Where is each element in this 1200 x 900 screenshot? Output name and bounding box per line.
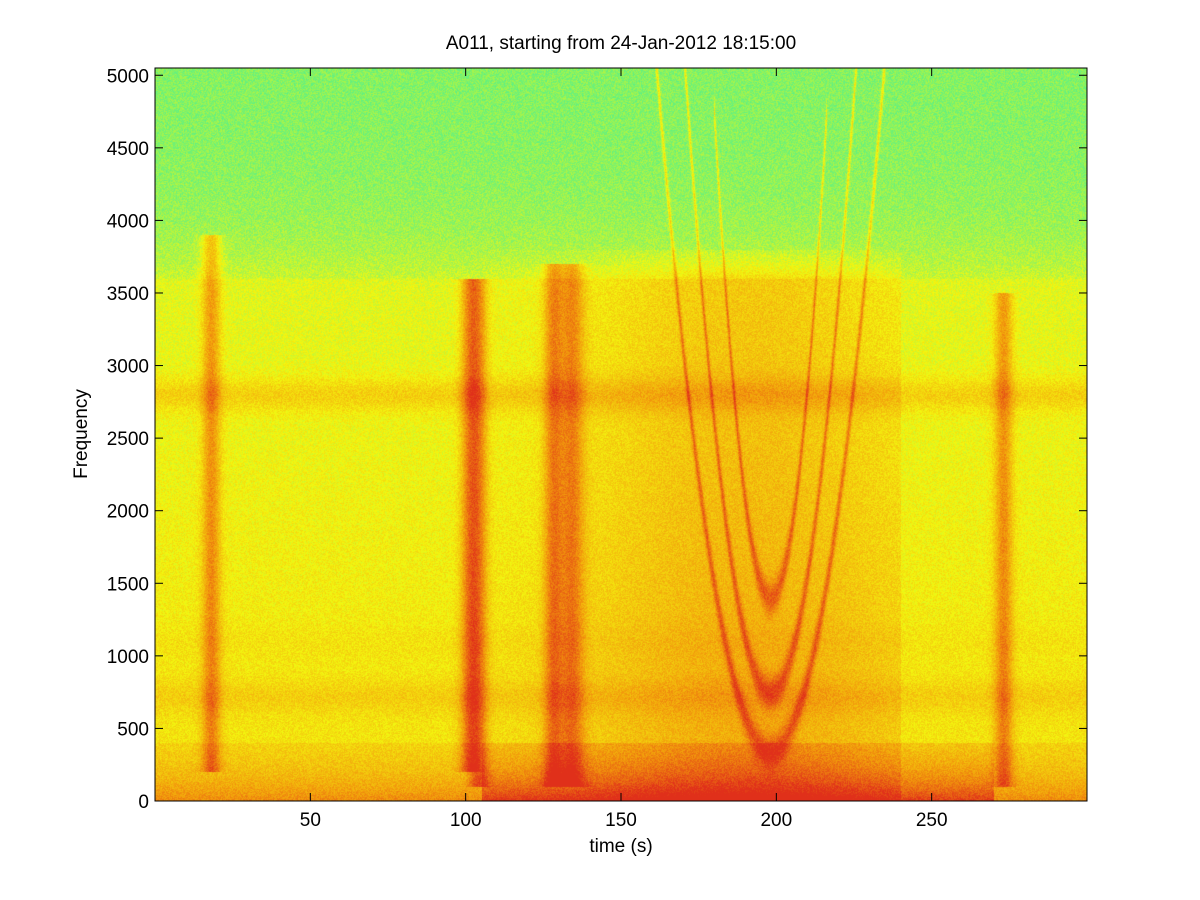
y-tick-label: 3000 [107,357,149,378]
x-tick-label: 150 [605,810,637,831]
x-tick-label: 250 [916,810,948,831]
x-tick-label: 50 [300,810,321,831]
x-tick-label: 100 [450,810,482,831]
chart-title: A011, starting from 24-Jan-2012 18:15:00 [445,33,797,54]
y-tick-label: 3500 [107,284,149,305]
y-tick-label: 5000 [107,66,149,87]
y-tick-label: 2000 [107,502,149,523]
x-axis-ticks: 50 100 150 200 250 [300,68,948,831]
y-tick-label: 1000 [107,647,149,668]
y-tick-label: 2500 [107,429,149,450]
y-tick-label: 500 [117,719,149,740]
y-axis-ticks: 0 500 1000 1500 2000 2500 3000 3500 4000 4500 5000 [107,66,1087,813]
y-tick-label: 4500 [107,139,149,160]
y-tick-label: 4000 [107,211,149,232]
y-axis-label: Frequency [71,389,92,479]
spectrogram-image [155,68,1087,801]
y-tick-label: 0 [138,792,149,813]
y-tick-label: 1500 [107,574,149,595]
x-tick-label: 200 [760,810,792,831]
x-axis-label: time (s) [589,836,653,857]
